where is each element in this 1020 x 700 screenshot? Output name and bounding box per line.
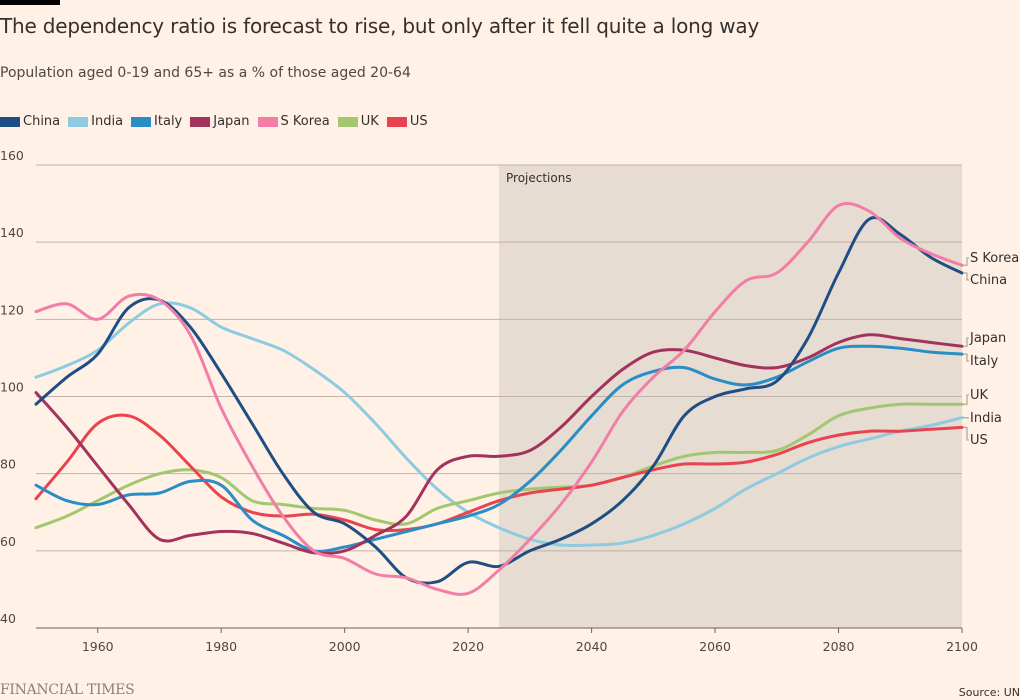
legend-swatch	[190, 116, 211, 127]
end-label-s-korea: S Korea	[970, 251, 1019, 266]
end-label-india: India	[970, 411, 1002, 426]
series-line-japan	[34, 333, 964, 555]
end-label-connector	[963, 426, 969, 441]
y-tick-label: 100	[0, 380, 24, 395]
x-tick-label: 2020	[452, 639, 484, 654]
x-tick-label: 1980	[205, 639, 237, 654]
legend-item-china: China	[0, 114, 60, 129]
end-label-connector	[963, 257, 969, 266]
series-line-us	[34, 413, 964, 533]
end-label-japan: Japan	[969, 331, 1006, 346]
legend-label: UK	[360, 114, 379, 129]
legend-label: Japan	[213, 114, 250, 129]
series-line-uk	[34, 402, 964, 530]
y-tick-label: 60	[0, 534, 16, 549]
legend-item-s-korea: S Korea	[257, 114, 330, 129]
chart-title: The dependency ratio is forecast to rise…	[0, 14, 760, 38]
y-tick-label: 80	[0, 457, 16, 472]
series-line-italy	[34, 344, 964, 553]
ft-top-bar	[0, 0, 60, 5]
legend-item-italy: Italy	[131, 114, 182, 129]
x-tick-label: 2000	[329, 639, 361, 654]
y-tick-label: 160	[0, 148, 24, 163]
legend-label: Italy	[154, 114, 183, 129]
end-label-us: US	[970, 433, 988, 448]
legend-swatch	[257, 116, 278, 127]
legend-swatch	[68, 116, 89, 127]
legend-label: S Korea	[280, 114, 330, 129]
legend-item-japan: Japan	[190, 114, 250, 129]
x-tick-label: 2040	[576, 639, 608, 654]
chart-subtitle: Population aged 0-19 and 65+ as a % of t…	[0, 65, 411, 81]
y-tick-label: 140	[0, 225, 24, 240]
legend-swatch	[386, 116, 407, 127]
x-tick-label: 2060	[699, 639, 731, 654]
x-tick-label: 2100	[946, 639, 978, 654]
series-line-china	[34, 216, 964, 585]
y-tick-label: 120	[0, 302, 24, 317]
end-label-italy: Italy	[970, 354, 999, 369]
ft-brand-logo: FINANCIAL TIMES	[0, 682, 135, 698]
legend-label: India	[91, 114, 124, 129]
x-tick-label: 1960	[82, 639, 114, 654]
end-label-connector	[963, 353, 969, 362]
end-label-connector	[963, 394, 969, 405]
x-tick-label: 2080	[823, 639, 855, 654]
end-label-connector	[963, 337, 969, 347]
end-label-connector	[963, 272, 969, 281]
legend: China India Italy Japan S Korea UK US	[0, 114, 428, 129]
series-line-s-korea	[34, 201, 964, 596]
projection-label: Projections	[506, 171, 572, 185]
end-label-uk: UK	[970, 388, 989, 403]
legend-item-india: India	[68, 114, 123, 129]
y-tick-label: 40	[0, 611, 16, 626]
end-label-china: China	[970, 273, 1007, 288]
source-note: Source: UN	[958, 686, 1020, 699]
legend-label: China	[23, 114, 61, 129]
legend-item-uk: UK	[337, 114, 379, 129]
legend-swatch	[337, 116, 358, 127]
legend-swatch	[0, 116, 20, 127]
series-line-india	[34, 301, 964, 548]
legend-swatch	[131, 116, 152, 127]
legend-item-us: US	[386, 114, 428, 129]
legend-label: US	[409, 114, 428, 129]
